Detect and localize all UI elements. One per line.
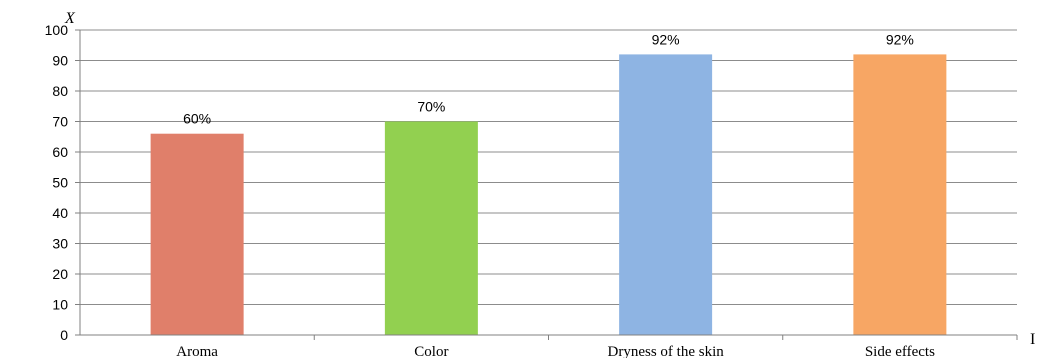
data-labels: 60% 70% 92% 92% — [183, 31, 914, 126]
y-tick-label: 80 — [52, 83, 68, 99]
category-label: Aroma — [176, 344, 218, 358]
category-labels: Aroma Color Dryness of the skin Side effect… — [176, 335, 1018, 358]
bars — [150, 54, 947, 336]
y-tick-label: 20 — [52, 266, 68, 282]
y-tick-label: 90 — [52, 53, 68, 69]
y-tick-label: 0 — [60, 327, 68, 343]
y-tick-label: 30 — [52, 236, 68, 252]
bar — [853, 54, 947, 336]
y-axis-ticks: 0 10 20 30 40 50 60 70 80 90 100 — [45, 22, 80, 343]
y-tick-label: 70 — [52, 114, 68, 130]
data-label: 70% — [417, 99, 445, 115]
y-tick-label: 60 — [52, 144, 68, 160]
y-tick-label: 50 — [52, 175, 68, 191]
y-tick-label: 40 — [52, 205, 68, 221]
data-label: 92% — [886, 31, 914, 47]
bar — [384, 121, 478, 335]
data-label: 92% — [652, 31, 680, 47]
bar — [150, 133, 244, 335]
y-axis-title: X — [64, 10, 76, 27]
y-tick-label: 100 — [45, 22, 69, 38]
data-label: 60% — [183, 111, 211, 127]
y-tick-label: 10 — [52, 297, 68, 313]
category-label: Side effects — [865, 344, 935, 358]
category-label: Dryness of the skin — [608, 344, 725, 358]
x-axis-title-fragment: I — [1030, 331, 1035, 348]
category-label: Color — [414, 344, 448, 358]
bar — [619, 54, 713, 336]
